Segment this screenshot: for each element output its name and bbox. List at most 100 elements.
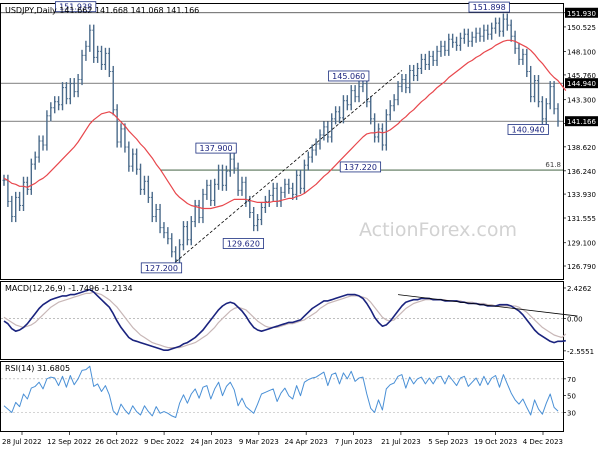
rsi-axis-label: 30 <box>567 409 576 417</box>
macd-trendline <box>397 294 578 317</box>
price-bar <box>470 31 474 47</box>
x-axis-label: 12 Sep 2022 <box>47 438 91 446</box>
price-bar <box>322 121 326 141</box>
price-bar <box>244 176 248 207</box>
price-bar <box>396 81 400 106</box>
price-annotation-text: 151.898 <box>473 3 506 12</box>
price-annotation-box <box>55 1 97 13</box>
price-bar <box>2 174 6 186</box>
price-bar <box>123 123 127 153</box>
macd-label: MACD(12,26,9) -1.7496 -1.2134 <box>5 284 133 293</box>
price-bar <box>443 40 447 56</box>
price-bar <box>201 188 205 224</box>
price-annotation-box <box>339 161 382 173</box>
price-bar <box>310 144 314 163</box>
price-bar <box>447 33 451 56</box>
macd-axis-label: -2.5551 <box>567 348 594 356</box>
price-bar <box>279 186 283 207</box>
price-bar <box>509 19 513 42</box>
price-bar <box>107 47 111 78</box>
price-bar <box>373 113 377 143</box>
rsi-series-layer <box>3 365 559 418</box>
x-axis-label: 21 Jul 2023 <box>381 438 421 446</box>
price-bar <box>275 182 279 207</box>
price-annotation-text: 129.620 <box>227 239 260 248</box>
price-bar <box>263 195 267 214</box>
price-bar <box>497 17 501 37</box>
price-bar <box>490 22 494 40</box>
price-bar <box>209 179 213 206</box>
price-axis-label: 143.300 <box>567 97 596 105</box>
price-bar <box>41 135 45 151</box>
price-bar <box>505 13 509 31</box>
price-bar <box>193 199 197 228</box>
price-bar <box>466 28 470 47</box>
x-axis-label: 7 Jun 2023 <box>335 438 373 446</box>
price-bar <box>377 123 381 143</box>
price-bar <box>213 178 217 206</box>
grid-layer <box>1 12 563 413</box>
price-bar <box>256 214 260 232</box>
price-bar <box>314 138 318 156</box>
price-axis-highlight: 151.930 <box>565 7 598 18</box>
price-axis-label: 131.555 <box>567 215 596 223</box>
price-bar <box>131 148 135 172</box>
price-bar <box>380 123 384 151</box>
price-bar <box>189 216 193 246</box>
price-axis-label: 136.240 <box>567 168 596 176</box>
price-bar <box>25 176 29 195</box>
price-bar <box>146 175 150 203</box>
price-bar <box>501 13 505 37</box>
price-bar <box>412 64 416 82</box>
price-bar <box>427 50 431 70</box>
price-bar <box>72 78 76 98</box>
price-bar <box>96 45 100 63</box>
macd-line <box>3 288 566 352</box>
price-bar <box>400 74 404 93</box>
price-bar <box>482 24 486 42</box>
price-bar <box>232 153 236 174</box>
price-annotation-box <box>468 1 510 13</box>
price-bar <box>240 176 244 196</box>
price-level-annotation: 151.938 <box>55 1 97 13</box>
price-bar <box>92 24 96 63</box>
watermark-text: ActionForex.com <box>359 219 517 241</box>
price-annotation-box <box>195 142 237 154</box>
price-bar <box>57 96 61 111</box>
price-bar <box>455 36 459 51</box>
price-bar <box>341 95 345 124</box>
price-bar <box>423 53 427 70</box>
price-bar <box>84 40 88 61</box>
price-level-annotation: 151.898 <box>468 1 510 13</box>
price-axis-label: 126.790 <box>567 263 596 271</box>
price-panel-frame <box>0 3 564 280</box>
price-bar <box>22 176 26 212</box>
price-axis-highlight-label: 141.166 <box>567 118 596 126</box>
price-bar <box>259 201 263 226</box>
price-bar <box>220 164 224 191</box>
price-bar <box>458 32 462 51</box>
price-bar <box>18 191 22 212</box>
price-bar <box>318 129 322 150</box>
price-bar <box>252 206 256 232</box>
price-bar <box>462 28 466 44</box>
price-annotation-box <box>507 124 549 135</box>
price-bar <box>552 81 556 115</box>
price-bar <box>295 169 299 200</box>
price-bar <box>419 53 423 75</box>
price-bar <box>174 246 178 266</box>
price-bar <box>119 123 123 148</box>
price-bar <box>68 78 72 105</box>
rsi-panel-frame <box>0 361 564 432</box>
price-bar <box>353 85 357 103</box>
price-bar <box>548 81 552 110</box>
price-axis-highlight-box <box>565 116 598 127</box>
price-level-annotation: 140.940 <box>507 124 549 135</box>
price-bar <box>435 45 439 66</box>
x-axis-label: 28 Jul 2022 <box>2 438 42 446</box>
price-bar <box>271 182 275 201</box>
price-bar <box>88 24 92 52</box>
price-bar <box>334 106 338 125</box>
price-bar <box>291 182 295 200</box>
price-bar <box>556 103 560 127</box>
